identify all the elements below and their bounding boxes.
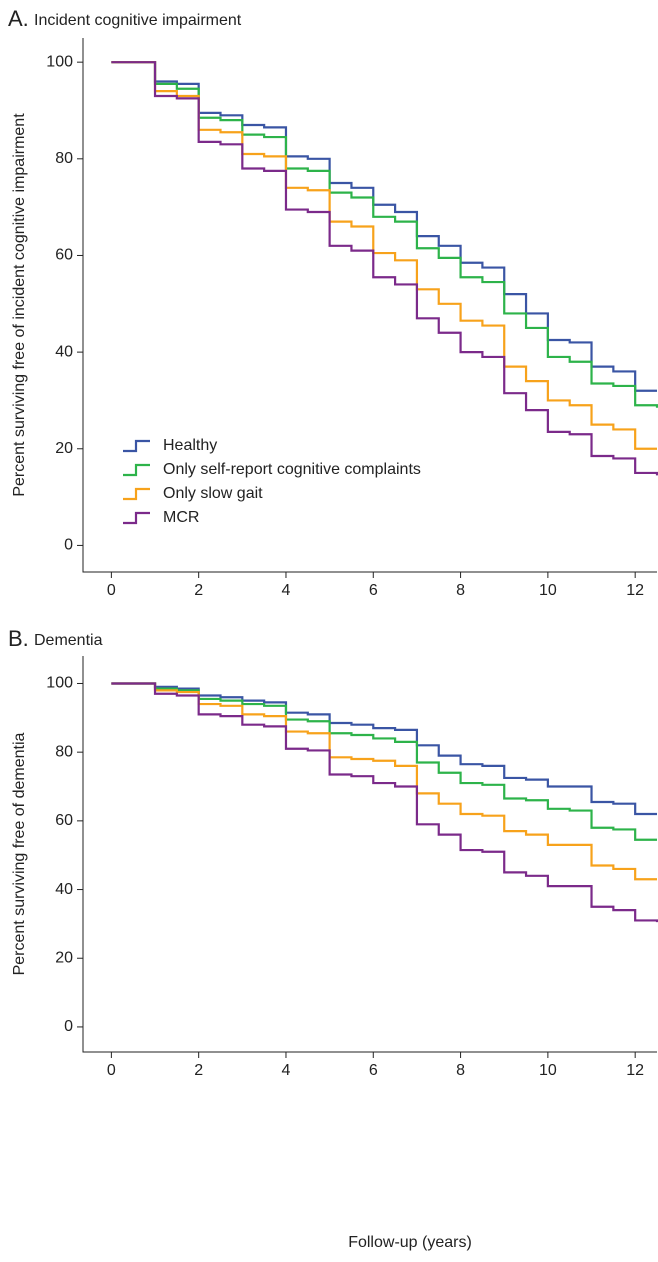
legend-label: Healthy (163, 437, 217, 454)
survival-curve (111, 61, 658, 408)
x-tick-label: 6 (369, 1062, 378, 1079)
x-tick-label: 8 (456, 1062, 465, 1079)
legend-label: Only self-report cognitive complaints (163, 461, 421, 478)
y-tick-label: 60 (55, 247, 73, 264)
y-tick-label: 40 (55, 881, 73, 898)
x-tick-label: 0 (107, 582, 116, 599)
x-tick-label: 8 (456, 582, 465, 599)
legend-swatch (123, 439, 150, 453)
x-tick-label: 4 (282, 1062, 291, 1079)
x-tick-label: 12 (626, 1062, 644, 1079)
panel-title: Dementia (34, 632, 103, 649)
x-tick-label: 12 (626, 582, 644, 599)
survival-curve (111, 682, 657, 841)
y-tick-label: 80 (55, 150, 73, 167)
x-tick-label: 2 (194, 1062, 203, 1079)
y-tick-label: 20 (55, 949, 73, 966)
y-tick-label: 0 (64, 537, 73, 554)
survival-curve (111, 682, 657, 881)
legend-swatch (123, 463, 150, 477)
x-tick-label: 4 (282, 582, 291, 599)
x-tick-label: 6 (369, 582, 378, 599)
x-tick-label: 2 (194, 582, 203, 599)
x-tick-label: 10 (539, 582, 557, 599)
survival-curve (111, 61, 657, 392)
survival-curve (111, 61, 657, 450)
y-tick-label: 60 (55, 812, 73, 829)
survival-curve (111, 682, 658, 923)
panel-title: Incident cognitive impairment (34, 12, 242, 29)
y-tick-label: 20 (55, 440, 73, 457)
x-tick-label: 10 (539, 1062, 557, 1079)
y-tick-label: 100 (46, 53, 73, 70)
y-tick-label: 100 (46, 675, 73, 692)
axis-line (82, 38, 657, 573)
legend-label: Only slow gait (163, 485, 263, 502)
y-tick-label: 0 (64, 1018, 73, 1035)
y-axis-label: Percent surviving free of dementia (11, 733, 28, 976)
y-axis-label: Percent surviving free of incident cogni… (11, 113, 28, 497)
y-tick-label: 40 (55, 343, 73, 360)
survival-curve (111, 61, 658, 476)
legend-label: MCR (163, 509, 199, 526)
y-tick-label: 80 (55, 743, 73, 760)
survival-curve (111, 682, 657, 816)
axis-line (82, 656, 657, 1053)
legend-swatch (123, 511, 150, 525)
x-tick-label: 0 (107, 1062, 116, 1079)
legend-swatch (123, 487, 150, 501)
panel-label: A. (8, 6, 29, 31)
x-axis-label: Follow-up (years) (348, 1234, 472, 1251)
panel-label: B. (8, 626, 29, 651)
